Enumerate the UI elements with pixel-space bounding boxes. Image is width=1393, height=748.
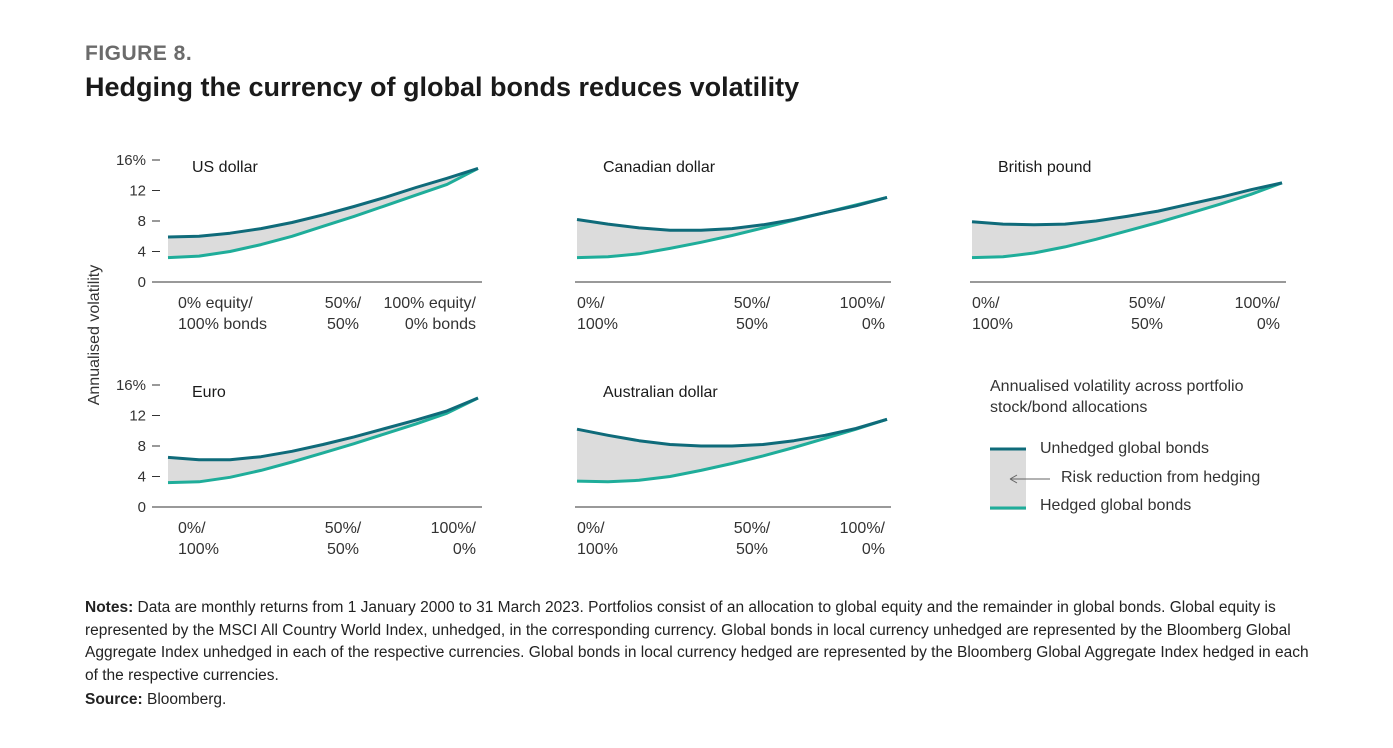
y-tick-label: 12 [129,183,146,200]
legend-fill-swatch [990,450,1026,510]
unhedged-line [576,195,888,232]
x-tick-label: 0% [862,316,885,333]
y-tick-label: 0 [138,274,146,291]
hedged-line [576,417,888,484]
x-tick-label: 0% [862,541,885,558]
x-tick-label: 50% [327,316,359,333]
x-tick-label: 100%/ [431,520,477,537]
x-tick-label: 0%/ [178,520,206,537]
panel-us-dollar: 16% 12 8 4 0 US dollar 0% equity/100% bonds 50%… [100,150,490,345]
x-tick-label: 0% [453,541,476,558]
panel-title: Canadian dollar [603,159,716,176]
unhedged-line [971,181,1283,227]
x-tick-label: 100% [178,541,219,558]
x-tick-label: 0% [1257,316,1280,333]
x-tick-label: 0%/ [577,295,605,312]
panel-canadian-dollar: Canadian dollar 0%/ 100% 50%/ 50% 100%/ 0% [545,150,895,345]
source-text: Bloomberg. [142,691,227,708]
notes-text: Data are monthly returns from 1 January … [85,599,1309,684]
x-tick-label: 50% [736,316,768,333]
legend-swatch [990,447,1050,510]
figure-label: FIGURE 8. [85,42,193,65]
panel-british-pound: British pound 0%/ 100% 50%/ 50% 100%/ 0% [940,150,1290,345]
panel-title: Euro [192,384,226,401]
chart-canadian-dollar: Canadian dollar 0%/ 100% 50%/ 50% 100%/ 0% [575,159,891,333]
y-tick-label: 4 [138,244,146,261]
legend-hedged-label: Hedged global bonds [1040,497,1192,514]
hedged-line [167,396,479,485]
x-tick-label: 100%/ [840,520,886,537]
panel-euro: 16% 12 8 4 0 Euro 0%/ 100% 50%/ 50% 100%/ 0% [100,375,490,570]
hedged-line [167,167,479,260]
notes-label: Notes: [85,599,134,616]
risk-reduction-area [577,197,887,258]
notes: Notes: Data are monthly returns from 1 J… [85,597,1315,687]
x-tick-label: 0%/ [577,520,605,537]
panel-title: US dollar [192,159,258,176]
x-tick-label: 0% bonds [405,316,476,333]
y-tick-label: 4 [138,469,146,486]
x-tick-label: 50% [1131,316,1163,333]
y-tick-label: 16% [116,152,146,169]
source-label: Source: [85,691,143,708]
chart-us-dollar: 16% 12 8 4 0 US dollar 0% equity/100% bonds 50%… [116,152,482,333]
chart-australian-dollar: Australian dollar 0%/ 100% 50%/ 50% 100%/ 0% [575,384,891,558]
x-tick-label: 50%/ [325,520,362,537]
x-tick-label: 50%/ [1129,295,1166,312]
legend-arrow-head [1009,474,1018,484]
risk-reduction-area [168,398,478,483]
x-tick-label: 50% [327,541,359,558]
x-tick-label: 100% [577,316,618,333]
x-tick-label: 100% [972,316,1013,333]
x-tick-label: 50%/ [734,520,771,537]
chart-british-pound: British pound 0%/ 100% 50%/ 50% 100%/ 0% [970,159,1286,333]
x-tick-label: 100%/ [840,295,886,312]
x-tick-label: 0% equity/ [178,295,253,312]
legend-risk-label: Risk reduction from hedging [1061,469,1261,486]
source: Source: Bloomberg. [85,691,226,709]
legend: Annualised volatility across portfolio s… [990,376,1320,514]
x-tick-label: 100% bonds [178,316,267,333]
x-tick-label: 50%/ [734,295,771,312]
y-tick-label: 12 [129,408,146,425]
x-tick-label: 50%/ [325,295,362,312]
chart-euro: 16% 12 8 4 0 Euro 0%/ 100% 50%/ 50% 100%/ 0% [116,377,482,558]
legend-title: Annualised volatility across portfolio s… [990,378,1244,416]
unhedged-line [167,396,479,462]
y-tick-label: 8 [138,213,146,230]
panel-title: British pound [998,159,1091,176]
unhedged-line [167,166,479,239]
y-tick-label: 0 [138,499,146,516]
legend-unhedged-label: Unhedged global bonds [1040,440,1210,457]
risk-reduction-area [577,419,887,482]
x-tick-label: 100% equity/ [383,295,476,312]
y-tick-label: 8 [138,438,146,455]
y-tick-label: 16% [116,377,146,394]
x-tick-label: 0%/ [972,295,1000,312]
risk-reduction-area [168,168,478,258]
panel-australian-dollar: Australian dollar 0%/ 100% 50%/ 50% 100%/ 0% [545,375,895,570]
x-tick-label: 50% [736,541,768,558]
hedged-line [971,181,1283,260]
x-tick-label: 100%/ [1235,295,1281,312]
x-tick-label: 100% [577,541,618,558]
chart-title: Hedging the currency of global bonds red… [85,72,800,102]
panel-title: Australian dollar [603,384,718,401]
unhedged-line [576,417,888,448]
